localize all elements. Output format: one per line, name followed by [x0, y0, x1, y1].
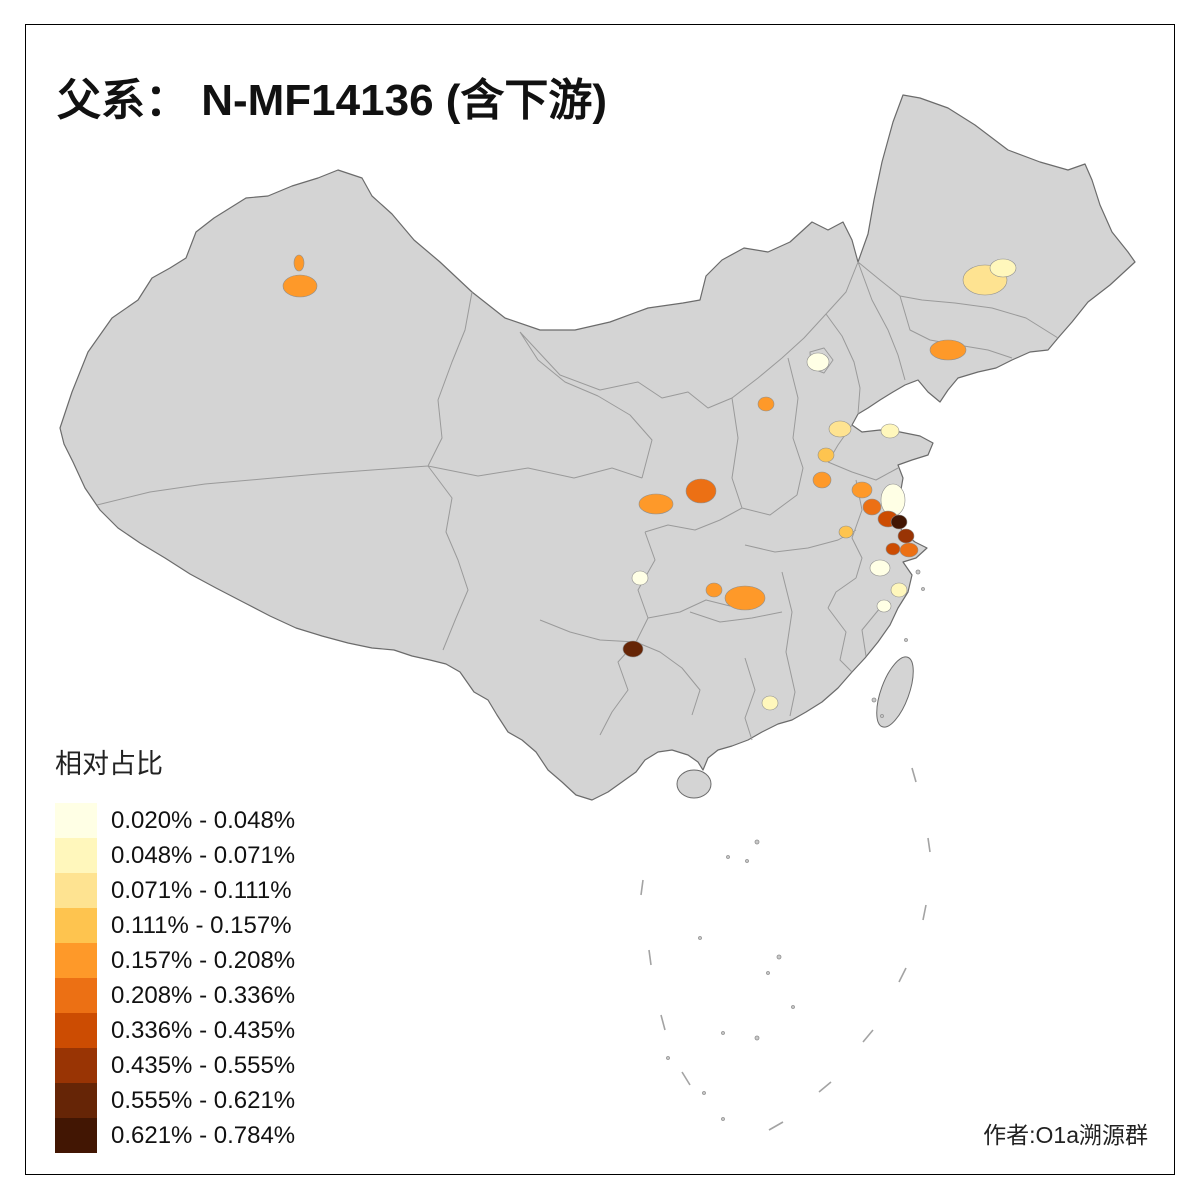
legend-range-label: 0.048% - 0.071% — [111, 841, 296, 869]
legend-color-swatch — [55, 1013, 97, 1048]
colored-region — [806, 352, 830, 372]
colored-region — [869, 559, 891, 577]
page-title: 父系： N-MF14136 (含下游) — [57, 76, 608, 125]
legend-row: 0.621% - 0.784% — [55, 1118, 295, 1153]
colored-region — [890, 514, 908, 530]
legend-range-label: 0.020% - 0.048% — [111, 806, 296, 834]
legend-color-swatch — [55, 943, 97, 978]
colored-regions — [282, 254, 1017, 711]
legend-range-label: 0.208% - 0.336% — [111, 981, 296, 1009]
legend-color-swatch — [55, 803, 97, 838]
dash-line — [640, 767, 931, 1131]
hainan-island — [676, 769, 712, 799]
legend-title: 相对占比 — [55, 749, 163, 779]
colored-region — [929, 339, 967, 361]
colored-region — [622, 640, 644, 658]
legend-row: 0.157% - 0.208% — [55, 943, 295, 978]
colored-region — [293, 254, 305, 272]
legend: 相对占比 0.020% - 0.048% 0.048% - 0.071% 0.071… — [55, 742, 295, 1153]
colored-region — [757, 396, 775, 412]
colored-region — [899, 542, 919, 558]
colored-region — [890, 582, 908, 598]
colored-region — [876, 599, 892, 613]
colored-region — [838, 525, 854, 539]
sea-islands — [666, 569, 925, 1121]
colored-region — [851, 481, 873, 499]
legend-row: 0.435% - 0.555% — [55, 1048, 295, 1083]
colored-region — [862, 498, 882, 516]
legend-color-swatch — [55, 908, 97, 943]
legend-color-swatch — [55, 873, 97, 908]
attribution: 作者:O1a溯源群 — [983, 1122, 1148, 1148]
colored-region — [724, 585, 766, 611]
legend-range-label: 0.157% - 0.208% — [111, 946, 296, 974]
legend-row: 0.048% - 0.071% — [55, 838, 295, 873]
colored-region — [828, 420, 852, 438]
colored-region — [880, 423, 900, 439]
legend-rows: 0.020% - 0.048% 0.048% - 0.071% 0.071% - 0… — [55, 803, 295, 1153]
colored-region — [989, 258, 1017, 278]
legend-range-label: 0.555% - 0.621% — [111, 1086, 296, 1114]
legend-row: 0.020% - 0.048% — [55, 803, 295, 838]
province-borders — [96, 261, 1059, 741]
legend-color-swatch — [55, 978, 97, 1013]
legend-range-label: 0.435% - 0.555% — [111, 1051, 296, 1079]
colored-region — [761, 695, 779, 711]
legend-row: 0.336% - 0.435% — [55, 1013, 295, 1048]
legend-range-label: 0.336% - 0.435% — [111, 1016, 296, 1044]
legend-color-swatch — [55, 1083, 97, 1118]
legend-range-label: 0.071% - 0.111% — [111, 876, 292, 904]
legend-row: 0.071% - 0.111% — [55, 873, 295, 908]
colored-region — [812, 471, 832, 489]
colored-region — [897, 528, 915, 544]
colored-region — [885, 542, 901, 556]
legend-range-label: 0.621% - 0.784% — [111, 1121, 296, 1149]
colored-region — [282, 274, 318, 298]
colored-region — [705, 582, 723, 598]
legend-color-swatch — [55, 1048, 97, 1083]
legend-row: 0.208% - 0.336% — [55, 978, 295, 1013]
colored-region — [685, 478, 717, 504]
legend-color-swatch — [55, 838, 97, 873]
legend-row: 0.111% - 0.157% — [55, 908, 295, 943]
colored-region — [638, 493, 674, 515]
colored-region — [817, 447, 835, 463]
legend-row: 0.555% - 0.621% — [55, 1083, 295, 1118]
legend-range-label: 0.111% - 0.157% — [111, 911, 292, 939]
taiwan-island — [876, 656, 914, 728]
colored-region — [631, 570, 649, 586]
legend-color-swatch — [55, 1118, 97, 1153]
china-mainland — [59, 94, 1136, 801]
